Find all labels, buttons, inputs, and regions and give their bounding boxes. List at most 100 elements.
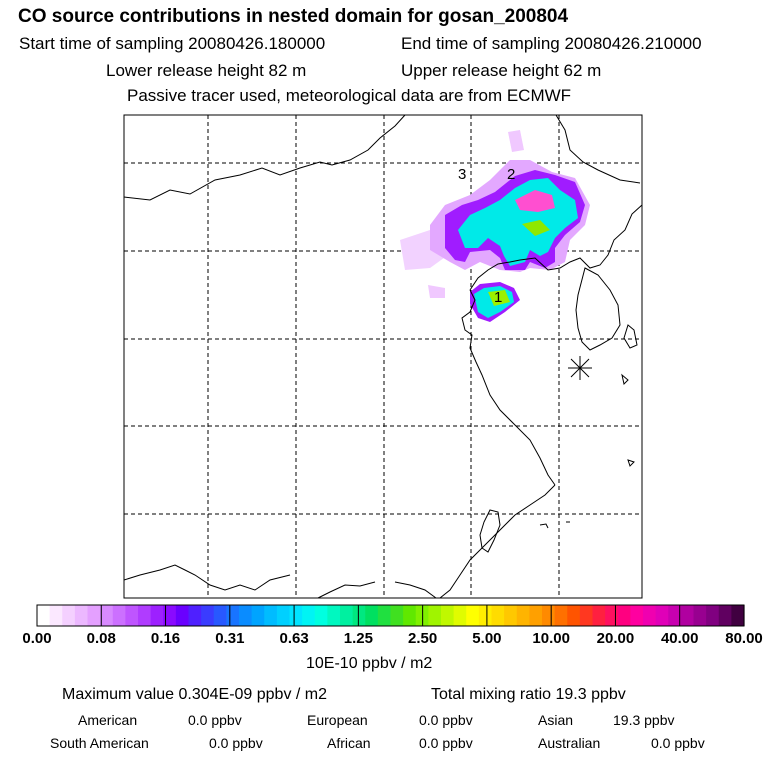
tracer-note: Passive tracer used, meteorological data… xyxy=(127,86,572,105)
colorbar-swatch xyxy=(213,605,227,626)
colorbar-swatch xyxy=(466,605,480,626)
region-name-australian: Australian xyxy=(538,735,601,751)
colorbar-swatch xyxy=(289,605,303,626)
region-value-european: 0.0 ppbv xyxy=(419,712,473,728)
region-name-african: African xyxy=(327,735,371,751)
colorbar-swatch xyxy=(112,605,126,626)
colorbar-swatch xyxy=(163,605,177,626)
colorbar-swatch xyxy=(175,605,190,626)
colorbar-tick-label: 0.16 xyxy=(150,630,181,647)
colorbar-swatch xyxy=(706,605,720,626)
colorbar-swatch xyxy=(352,605,366,626)
colorbar-tick-label: 5.00 xyxy=(472,630,502,647)
colorbar-swatch xyxy=(87,605,101,626)
colorbar-swatch xyxy=(239,605,253,626)
upper-release-height-label: Upper release height 62 m xyxy=(401,61,602,80)
region-value-south-american: 0.0 ppbv xyxy=(209,735,263,751)
receptor-star-icon xyxy=(568,356,592,380)
colorbar-swatch xyxy=(276,605,291,626)
plume-outer-south xyxy=(428,285,445,298)
colorbar-swatch xyxy=(516,605,530,626)
colorbar-swatch xyxy=(377,605,392,626)
colorbar-swatch xyxy=(643,605,657,626)
colorbar-swatch xyxy=(491,605,505,626)
colorbar-swatch xyxy=(390,605,404,626)
colorbar-tick-label: 0.31 xyxy=(215,630,245,647)
colorbar-swatch xyxy=(264,605,278,626)
region-value-african: 0.0 ppbv xyxy=(419,735,473,751)
colorbar-swatch xyxy=(453,605,467,626)
region-value-australian: 0.0 ppbv xyxy=(651,735,705,751)
colorbar-units: 10E-10 ppbv / m2 xyxy=(306,655,433,672)
colorbar-tick-label: 0.08 xyxy=(86,630,116,647)
colorbar-swatch xyxy=(731,605,745,626)
region-value-american: 0.0 ppbv xyxy=(188,712,242,728)
colorbar-swatch xyxy=(718,605,732,626)
plume-south-green xyxy=(488,290,510,306)
colorbar-swatch xyxy=(125,605,139,626)
colorbar-tick-label: 2.50 xyxy=(408,630,438,647)
colorbar-ticks xyxy=(36,605,745,626)
colorbar-swatch xyxy=(542,605,556,626)
source-label-1: 1 xyxy=(494,289,502,306)
figure-title: CO source contributions in nested domain… xyxy=(18,6,569,27)
colorbar-swatch xyxy=(579,605,594,626)
colorbar-swatch xyxy=(428,605,442,626)
colorbar-swatch xyxy=(188,605,202,626)
source-label-2: 2 xyxy=(507,166,515,183)
coastlines xyxy=(123,114,643,599)
colorbar-swatch xyxy=(567,605,581,626)
colorbar-swatch xyxy=(49,605,63,626)
colorbar-swatch xyxy=(529,605,543,626)
colorbar-swatch xyxy=(327,605,341,626)
region-name-asian: Asian xyxy=(538,712,574,728)
colorbar-swatch xyxy=(37,605,51,626)
start-time-label: Start time of sampling 20080426.180000 xyxy=(19,34,326,53)
plume-green xyxy=(522,220,550,236)
plume-outer-north xyxy=(508,130,524,152)
colorbar-swatch xyxy=(251,605,265,626)
colorbar-swatch xyxy=(655,605,669,626)
colorbar-tick-label: 40.00 xyxy=(660,630,699,647)
region-name-european: European xyxy=(307,712,368,728)
region-name-american: American xyxy=(78,712,138,728)
colorbar-swatch xyxy=(554,605,568,626)
colorbar-swatch xyxy=(201,605,215,626)
colorbar-swatch xyxy=(630,605,644,626)
colorbar-swatch xyxy=(365,605,379,626)
colorbar-swatch xyxy=(680,605,695,626)
region-value-asian: 19.3 ppbv xyxy=(613,712,675,728)
colorbar-tick-label: 1.25 xyxy=(343,630,373,647)
colorbar-swatch xyxy=(617,605,631,626)
colorbar-swatch xyxy=(403,605,417,626)
colorbar-swatch xyxy=(441,605,455,626)
colorbar-swatch xyxy=(592,605,606,626)
lower-release-height-label: Lower release height 82 m xyxy=(106,61,307,80)
colorbar-tick-label: 0.00 xyxy=(22,630,52,647)
colorbar-swatch xyxy=(340,605,354,626)
total-mixing-ratio: Total mixing ratio 19.3 ppbv xyxy=(431,686,626,703)
region-name-south-american: South American xyxy=(50,735,149,751)
colorbar-swatch xyxy=(605,605,619,626)
colorbar-swatch xyxy=(668,605,682,626)
colorbar-swatch xyxy=(302,605,316,626)
plume-field xyxy=(400,130,590,322)
colorbar-swatch xyxy=(100,605,114,626)
colorbar-swatch xyxy=(314,605,328,626)
colorbar-tick-label: 80.00 xyxy=(725,630,763,647)
plume-magenta xyxy=(515,190,555,212)
colorbar-swatch xyxy=(226,605,240,626)
colorbar-swatch xyxy=(62,605,76,626)
colorbar-swatch xyxy=(138,605,152,626)
colorbar-swatch xyxy=(478,605,493,626)
colorbar-tick-label: 10.00 xyxy=(532,630,570,647)
colorbar-tick-label: 0.63 xyxy=(279,630,309,647)
colorbar-swatch xyxy=(693,605,707,626)
colorbar-swatch xyxy=(504,605,518,626)
colorbar-tick-label: 20.00 xyxy=(596,630,635,647)
maximum-value: Maximum value 0.304E-09 ppbv / m2 xyxy=(62,686,328,703)
colorbar xyxy=(37,605,745,626)
source-label-3: 3 xyxy=(458,166,466,183)
end-time-label: End time of sampling 20080426.210000 xyxy=(401,34,702,53)
